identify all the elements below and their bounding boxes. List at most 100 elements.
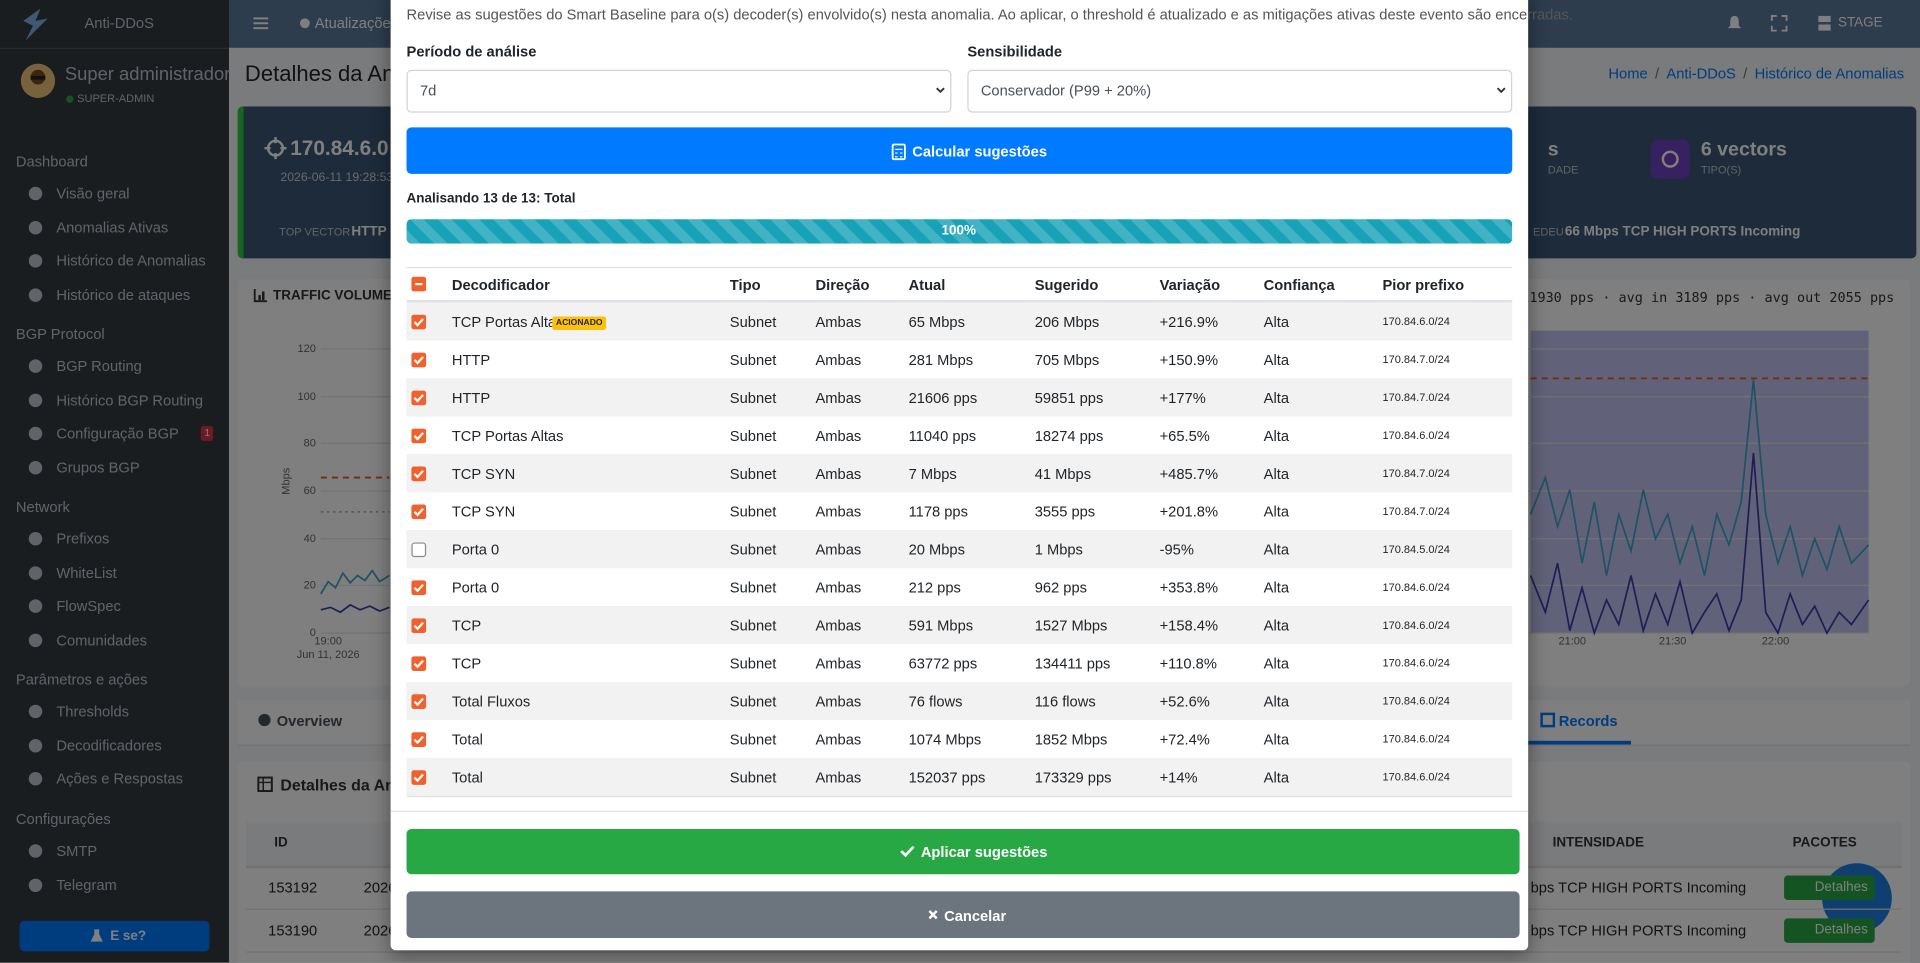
table-cell: Subnet [729,427,777,445]
row-checkbox [411,732,427,747]
table-row [406,720,1513,760]
select[interactable] [967,69,1513,113]
table-cell: 7 Mbps [908,465,957,483]
table-cell: Subnet [729,617,777,635]
table-cell: 281 Mbps [908,351,974,369]
cancel-button[interactable] [406,891,1520,938]
table-cell: Subnet [729,351,777,369]
table-cell: 212 pps [908,579,961,597]
table-cell: 1 Mbps [1034,541,1083,559]
table-cell: Alta [1263,465,1290,483]
table-cell: Ambas [815,579,862,597]
table-cell: -95% [1159,541,1194,559]
table-cell: TCP SYN [451,465,516,483]
table-cell: Total Fluxos [451,693,531,711]
table-cell: 170.84.6.0/24 [1382,732,1450,746]
select[interactable] [406,69,952,113]
table-cell: Ambas [815,503,862,521]
table-cell: 59851 pps [1034,389,1104,407]
table-cell: Subnet [729,389,777,407]
cancel-label: Cancelar [944,907,1007,925]
table-cell: +201.8% [1159,503,1219,521]
table-cell: 3555 pps [1034,503,1096,521]
table-cell: +65.5% [1159,427,1210,445]
table-cell: 170.84.6.0/24 [1382,618,1450,632]
column-header: Confiança [1263,276,1335,294]
status-badge: ACIONADO [552,316,607,331]
table-cell: 63772 pps [908,655,978,673]
table-cell: Subnet [729,768,777,787]
table-cell: Ambas [815,389,862,407]
row-checkbox [411,580,427,596]
modal-intro: Revise as sugestões do Smart Baseline pa… [406,6,1573,24]
apply-button[interactable] [406,828,1520,875]
table-cell: 170.84.6.0/24 [1382,770,1450,784]
table-cell: 705 Mbps [1034,351,1100,369]
column-header: Atual [908,276,946,294]
table-cell: Alta [1263,693,1290,711]
table-cell: 170.84.6.0/24 [1382,581,1450,594]
table-cell: Subnet [729,655,777,673]
table-cell: Alta [1263,617,1290,635]
table-top-line [406,266,1513,269]
table-cell: TCP SYN [451,503,516,521]
row-checkbox [411,694,427,709]
table-cell: Ambas [815,655,862,673]
select-value: Conservador (P99 + 20%) [980,82,1152,100]
table-cell: Alta [1263,768,1290,787]
table-cell: 170.84.6.0/24 [1382,429,1450,442]
apply-label: Aplicar sugestões [920,843,1048,861]
table-cell: 11040 pps [908,427,977,445]
row-checkbox [411,352,427,368]
table-cell: Alta [1263,351,1290,369]
table-cell: 170.84.6.0/24 [1382,656,1450,670]
row-checkbox [411,390,427,406]
table-cell: +177% [1159,389,1206,407]
calc-button[interactable] [406,127,1513,174]
table-cell: 1074 Mbps [908,731,982,749]
table-row [406,454,1513,494]
table-cell: +72.4% [1159,731,1210,749]
progress-label: Analisando 13 de 13: Total [406,191,576,207]
table-cell: Subnet [729,465,777,483]
table-cell: 65 Mbps [908,313,965,331]
table-cell: 152037 pps [908,768,986,787]
table-cell: TCP [451,655,482,673]
table-head-line [406,300,1513,303]
table-cell: 170.84.7.0/24 [1382,505,1450,518]
column-header: Pior prefixo [1382,276,1465,294]
table-cell: 170.84.7.0/24 [1382,353,1450,366]
table-cell: 170.84.6.0/24 [1382,315,1450,328]
table-cell: Subnet [729,579,777,597]
table-cell: Subnet [729,541,777,559]
check-icon [900,845,915,858]
table-cell: +216.9% [1159,313,1219,331]
table-cell: Subnet [729,693,777,711]
table-cell: 170.84.7.0/24 [1382,391,1450,404]
table-cell: Alta [1263,579,1290,597]
calc-icon [891,143,906,161]
column-header: Tipo [729,276,761,294]
table-cell: 134411 pps [1034,655,1111,673]
chevron [1496,87,1506,94]
table-cell: 173329 pps [1034,768,1112,787]
table-cell: Porta 0 [451,579,500,597]
select-value: 7d [420,82,437,100]
table-cell: 1527 Mbps [1034,617,1108,635]
table-cell: Alta [1263,655,1290,673]
table-cell: +150.9% [1159,351,1219,369]
table-cell: TCP Portas Altas [451,427,564,445]
table-cell: Ambas [815,313,862,331]
table-cell: Alta [1263,427,1290,445]
table-cell: +158.4% [1159,617,1219,635]
row-checkbox [411,618,427,634]
column-header: Direção [815,276,870,294]
column-header: Sugerido [1034,276,1099,294]
table-cell: +14% [1159,768,1198,787]
table-cell: 962 pps [1034,579,1087,597]
table-cell: Subnet [729,313,777,331]
table-cell: Ambas [815,693,862,711]
table-row [406,378,1513,418]
table-cell: 1178 pps [908,503,968,521]
